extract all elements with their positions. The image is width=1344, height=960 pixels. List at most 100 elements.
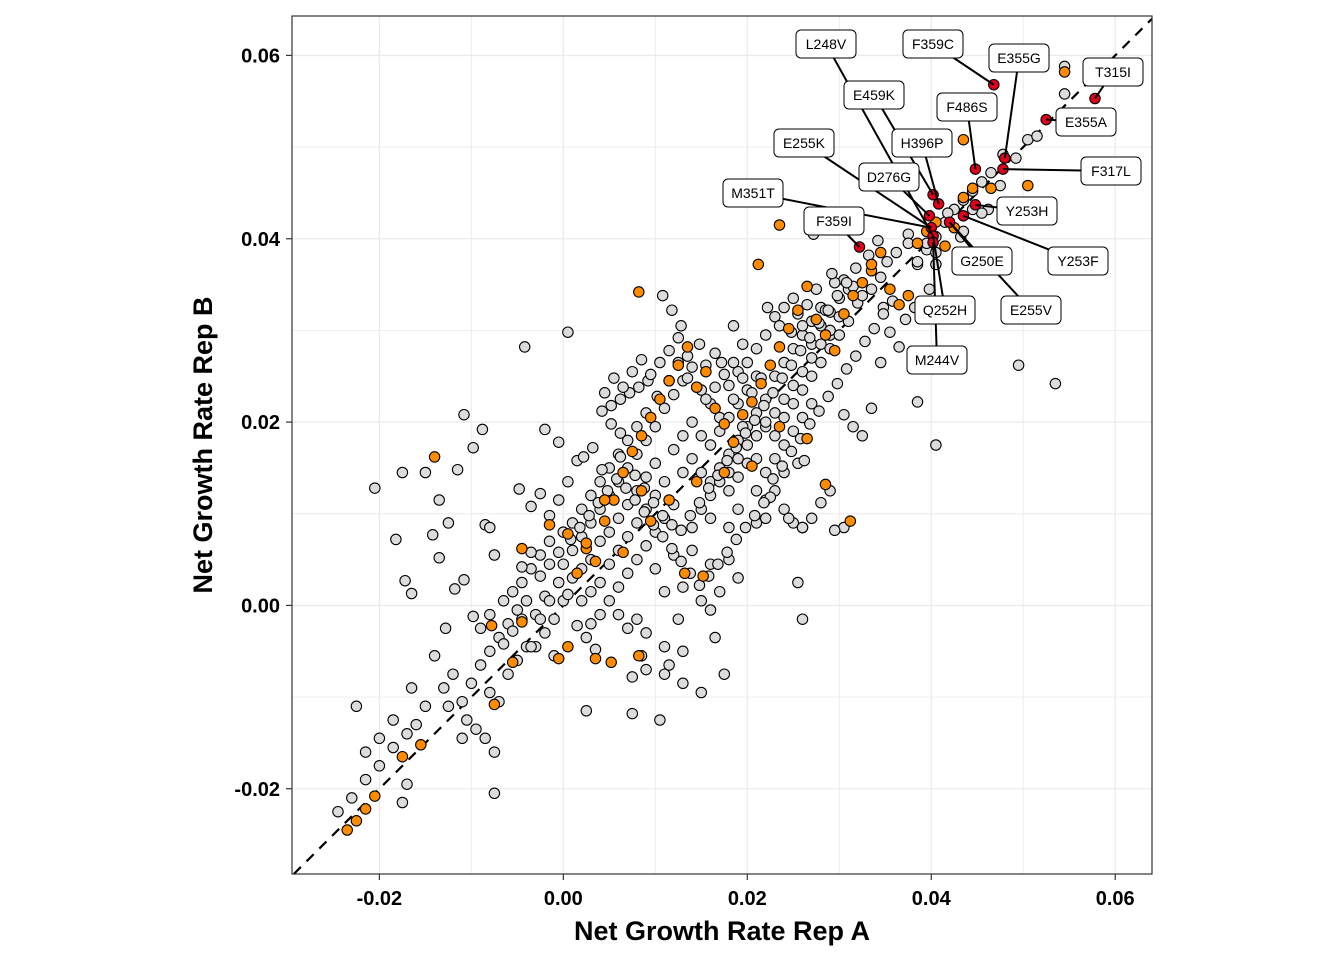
- label-text: E459K: [853, 87, 896, 103]
- point-grey: [666, 542, 678, 555]
- point-grey: [930, 439, 942, 451]
- point-grey: [433, 552, 445, 564]
- point-grey: [796, 365, 809, 378]
- point-grey: [552, 546, 565, 559]
- label-box: [1000, 295, 1062, 325]
- point-grey: [516, 576, 528, 589]
- point-grey: [479, 732, 491, 745]
- point-grey: [677, 430, 689, 442]
- point-grey: [574, 521, 586, 534]
- point-labels: L248V F359C E355G T315I E459K F486S E355A E255K…: [722, 29, 1144, 375]
- point-grey: [488, 787, 501, 800]
- point-grey: [663, 344, 675, 357]
- point-grey: [677, 466, 689, 479]
- point-grey: [442, 700, 455, 713]
- point-orange: [633, 286, 645, 298]
- point-orange: [562, 528, 574, 540]
- point-grey: [1058, 88, 1071, 100]
- point-grey: [562, 326, 574, 338]
- point-grey: [704, 512, 717, 525]
- point-grey: [575, 595, 588, 607]
- point-orange: [562, 640, 574, 653]
- point-grey: [930, 258, 942, 271]
- point-grey: [518, 341, 531, 353]
- point-grey: [872, 234, 884, 247]
- point-grey: [373, 760, 386, 772]
- point-grey: [332, 805, 344, 818]
- point-orange: [746, 396, 758, 408]
- point-grey: [633, 381, 645, 393]
- point-grey: [433, 494, 445, 506]
- point-grey: [369, 482, 381, 494]
- point-label: F317L: [1080, 156, 1142, 186]
- point-grey: [419, 700, 432, 713]
- point-grey: [709, 631, 721, 644]
- point-grey: [715, 356, 728, 369]
- point-grey: [686, 361, 698, 373]
- point-grey: [458, 574, 470, 586]
- point-grey: [577, 451, 590, 463]
- point-grey: [831, 289, 844, 302]
- point-grey: [658, 585, 671, 598]
- point-grey: [804, 418, 816, 430]
- point-grey: [587, 441, 599, 454]
- point-orange: [350, 815, 363, 827]
- point-grey: [506, 585, 519, 598]
- point-grey: [748, 414, 761, 426]
- point-grey: [911, 255, 924, 268]
- point-grey: [741, 356, 754, 369]
- point-orange: [819, 329, 832, 341]
- point-grey: [399, 574, 411, 587]
- point-grey: [497, 638, 510, 650]
- point-grey: [767, 387, 779, 399]
- point-grey: [552, 494, 565, 506]
- point-grey: [874, 271, 887, 284]
- point-grey: [667, 443, 680, 456]
- point-label: E459K: [843, 80, 905, 110]
- point-grey: [796, 320, 809, 332]
- point-label: F359C: [902, 29, 964, 59]
- point-label: E255V: [1000, 295, 1062, 325]
- point-orange: [635, 430, 648, 442]
- point-grey: [596, 463, 608, 476]
- point-grey: [792, 576, 804, 589]
- point-grey: [695, 466, 708, 479]
- point-orange: [985, 182, 997, 195]
- point-grey: [629, 469, 641, 482]
- point-grey: [782, 512, 795, 525]
- label-box: [988, 43, 1050, 73]
- point-orange: [644, 515, 657, 527]
- point-grey: [476, 423, 489, 436]
- point-orange: [663, 375, 675, 387]
- point-grey: [769, 452, 781, 465]
- point-grey: [614, 451, 627, 463]
- point-grey: [405, 587, 418, 600]
- point-grey: [562, 475, 574, 488]
- point-grey: [713, 585, 726, 598]
- point-grey: [681, 372, 694, 384]
- point-grey: [739, 427, 752, 439]
- point-orange: [709, 402, 721, 415]
- point-grey: [865, 283, 878, 295]
- label-box: [1082, 57, 1144, 87]
- x-tick-label: -0.02: [357, 888, 403, 910]
- point-grey: [693, 338, 706, 350]
- point-grey: [730, 533, 743, 546]
- point-grey: [543, 558, 556, 570]
- point-grey: [838, 408, 850, 421]
- label-text: G250E: [960, 253, 1004, 269]
- point-grey: [594, 475, 606, 488]
- point-grey: [621, 567, 634, 580]
- label-text: M351T: [731, 185, 775, 201]
- point-grey: [794, 344, 807, 357]
- point-grey: [684, 509, 697, 522]
- point-grey: [520, 595, 533, 607]
- point-grey: [594, 576, 606, 589]
- point-grey: [702, 482, 715, 494]
- point-orange: [341, 824, 353, 836]
- point-orange: [678, 567, 691, 580]
- point-label: Y253F: [1047, 246, 1109, 276]
- point-grey: [805, 352, 818, 364]
- point-orange: [736, 408, 749, 421]
- point-grey: [672, 613, 685, 625]
